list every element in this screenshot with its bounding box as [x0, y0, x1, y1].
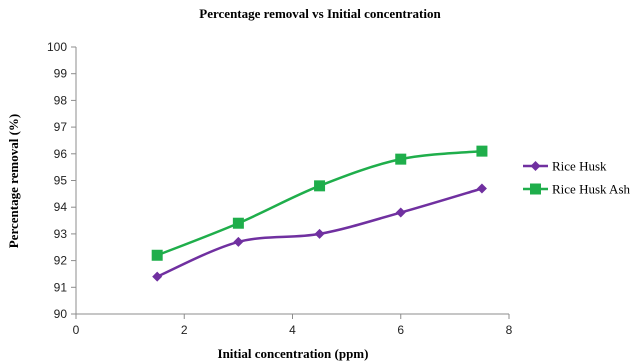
legend-marker [530, 161, 541, 171]
y-tick-label: 98 [54, 93, 68, 107]
data-point [314, 180, 326, 192]
data-point [152, 271, 163, 282]
data-point [232, 217, 244, 229]
x-ticks: 0 2 4 6 8 [73, 314, 513, 337]
data-point [233, 236, 244, 247]
y-tick-label: 95 [54, 174, 68, 188]
x-axis-label: Initial concentration (ppm) [218, 346, 369, 361]
y-tick-label: 100 [47, 40, 67, 54]
y-tick-label: 99 [54, 67, 68, 81]
data-point [476, 183, 487, 194]
legend-item: Rice Husk [523, 159, 607, 174]
data-point [395, 207, 406, 218]
legend-label: Rice Husk Ash [552, 182, 631, 197]
series-1 [152, 183, 487, 282]
x-tick-label: 0 [73, 323, 80, 337]
y-axis-label: Percentage removal (%) [6, 114, 21, 249]
legend: Rice Husk Rice Husk Ash [523, 159, 631, 197]
y-tick-label: 94 [54, 200, 68, 214]
x-tick-label: 6 [397, 323, 404, 337]
series-layer [151, 145, 488, 282]
y-tick-label: 92 [54, 254, 68, 268]
legend-marker [530, 183, 541, 195]
y-tick-label: 91 [54, 280, 68, 294]
axes [75, 47, 509, 315]
chart-title: Percentage removal vs Initial concentrat… [199, 6, 441, 21]
legend-item: Rice Husk Ash [523, 182, 631, 197]
x-tick-label: 4 [289, 323, 296, 337]
x-tick-label: 2 [181, 323, 188, 337]
data-point [151, 249, 163, 261]
data-point [314, 228, 325, 239]
y-tick-label: 97 [54, 120, 68, 134]
x-tick-label: 8 [506, 323, 513, 337]
data-point [395, 153, 407, 165]
y-ticks: 90 91 92 93 94 95 96 97 98 99 100 [47, 40, 76, 321]
legend-label: Rice Husk [552, 159, 607, 174]
series-2 [151, 145, 488, 261]
data-point [476, 145, 488, 157]
y-tick-label: 90 [54, 307, 68, 321]
y-tick-label: 96 [54, 147, 68, 161]
y-tick-label: 93 [54, 227, 68, 241]
